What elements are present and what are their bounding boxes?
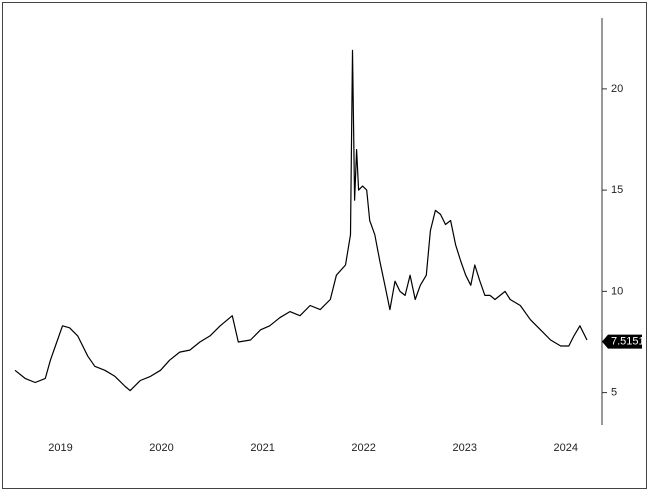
x-tick-label: 2019 xyxy=(48,442,72,454)
x-tick-label: 2020 xyxy=(149,442,173,454)
frame xyxy=(2,2,647,489)
x-tick-label: 2024 xyxy=(554,442,578,454)
line-series xyxy=(14,49,588,392)
y-tick-label: 15 xyxy=(611,184,623,196)
last-value-tag xyxy=(602,334,642,349)
x-tick-label: 2022 xyxy=(351,442,375,454)
y-tick-label: 10 xyxy=(611,285,623,297)
last-value-label: 7.5151 xyxy=(611,336,645,348)
y-tick-label: 20 xyxy=(611,83,623,95)
y-tick-label: 5 xyxy=(611,387,617,399)
x-tick-label: 2023 xyxy=(452,442,476,454)
x-tick-label: 2021 xyxy=(250,442,274,454)
